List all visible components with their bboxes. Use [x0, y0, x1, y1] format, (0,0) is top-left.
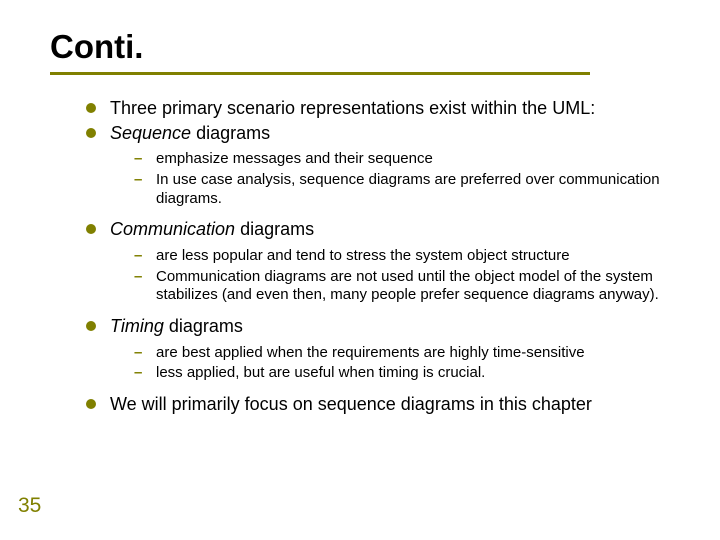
bullet-l1: We will primarily focus on sequence diag… — [86, 393, 680, 416]
bullet-l2: –less applied, but are useful when timin… — [134, 364, 680, 383]
bullet-l1: Communication diagrams — [86, 218, 680, 241]
dash-icon: – — [134, 171, 146, 190]
sub-bullet-text: In use case analysis, sequence diagrams … — [156, 171, 680, 209]
bullet-l1: Sequence diagrams — [86, 122, 680, 145]
sub-bullet-text: are best applied when the requirements a… — [156, 344, 680, 363]
bullet-dot-icon — [86, 103, 96, 113]
bullet-l1: Timing diagrams — [86, 315, 680, 338]
bullet-dot-icon — [86, 128, 96, 138]
sub-bullet-group: –emphasize messages and their sequence –… — [86, 150, 680, 208]
sub-bullet-group: –are best applied when the requirements … — [86, 344, 680, 384]
dash-icon: – — [134, 344, 146, 363]
bullet-l2: –In use case analysis, sequence diagrams… — [134, 171, 680, 209]
bullet-dot-icon — [86, 399, 96, 409]
bullet-text: Sequence diagrams — [110, 122, 680, 145]
sub-bullet-text: are less popular and tend to stress the … — [156, 247, 680, 266]
bullet-text: We will primarily focus on sequence diag… — [110, 393, 680, 416]
slide-title: Conti. — [50, 28, 690, 66]
dash-icon: – — [134, 247, 146, 266]
bullet-dot-icon — [86, 321, 96, 331]
bullet-text: Timing diagrams — [110, 315, 680, 338]
dash-icon: – — [134, 268, 146, 287]
bullet-dot-icon — [86, 224, 96, 234]
bullet-l2: –are best applied when the requirements … — [134, 344, 680, 363]
page-number: 35 — [18, 494, 41, 518]
sub-bullet-text: Communication diagrams are not used unti… — [156, 268, 680, 306]
title-underline — [50, 72, 590, 75]
bullet-text: Communication diagrams — [110, 218, 680, 241]
dash-icon: – — [134, 150, 146, 169]
sub-bullet-group: –are less popular and tend to stress the… — [86, 247, 680, 305]
sub-bullet-text: emphasize messages and their sequence — [156, 150, 680, 169]
bullet-l2: –emphasize messages and their sequence — [134, 150, 680, 169]
slide: Conti. Three primary scenario representa… — [0, 0, 720, 540]
bullet-l1: Three primary scenario representations e… — [86, 97, 680, 120]
bullet-text: Three primary scenario representations e… — [110, 97, 680, 120]
content-area: Three primary scenario representations e… — [56, 97, 690, 416]
sub-bullet-text: less applied, but are useful when timing… — [156, 364, 680, 383]
bullet-l2: –are less popular and tend to stress the… — [134, 247, 680, 266]
bullet-l2: –Communication diagrams are not used unt… — [134, 268, 680, 306]
dash-icon: – — [134, 364, 146, 383]
